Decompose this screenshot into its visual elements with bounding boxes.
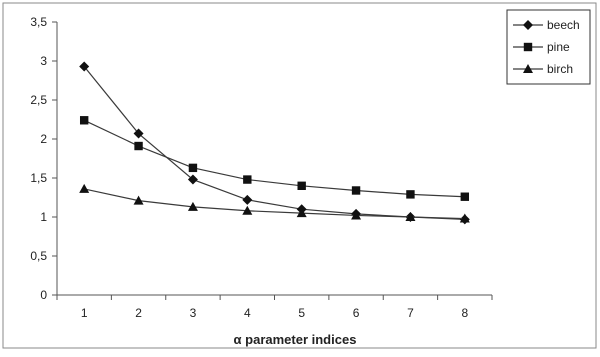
series-pine-point bbox=[460, 192, 470, 201]
series-beech-point bbox=[79, 61, 90, 72]
y-tick-label: 1 bbox=[40, 210, 47, 224]
x-axis-title: α parameter indices bbox=[234, 332, 357, 347]
series-pine-point bbox=[188, 163, 198, 173]
series-pine-point bbox=[351, 186, 361, 195]
y-tick-label: 2,5 bbox=[30, 93, 47, 107]
x-tick-label: 4 bbox=[244, 306, 251, 320]
series-pine bbox=[79, 116, 470, 201]
y-tick-label: 0,5 bbox=[30, 249, 47, 263]
series-pine-point bbox=[134, 141, 143, 151]
series-birch-point bbox=[459, 213, 470, 223]
x-tick-label: 6 bbox=[353, 306, 360, 320]
x-tick-label: 7 bbox=[407, 306, 414, 320]
series-birch-point bbox=[242, 205, 253, 215]
y-tick-label: 3,5 bbox=[30, 15, 47, 29]
y-tick-label: 1,5 bbox=[30, 171, 47, 185]
legend-beech-label: beech bbox=[547, 18, 580, 32]
series-pine-point bbox=[297, 181, 306, 190]
y-tick-label: 3 bbox=[40, 54, 47, 68]
series-birch-line bbox=[84, 188, 465, 220]
series-birch-point bbox=[351, 210, 362, 220]
series-birch bbox=[79, 183, 470, 223]
series-birch-point bbox=[79, 183, 90, 193]
series-beech-point bbox=[133, 128, 144, 139]
x-tick-label: 8 bbox=[461, 306, 468, 320]
legend: beech pine birch bbox=[506, 9, 591, 85]
series-layer bbox=[79, 61, 470, 225]
x-tick-label: 3 bbox=[190, 306, 197, 320]
x-tick-label: 5 bbox=[298, 306, 305, 320]
series-birch-point bbox=[405, 212, 416, 221]
series-beech-point bbox=[187, 174, 198, 185]
series-pine-point bbox=[243, 175, 252, 184]
x-tick-label: 1 bbox=[81, 306, 88, 320]
x-tick-label: 2 bbox=[135, 306, 142, 320]
legend-pine-label: pine bbox=[547, 40, 570, 54]
series-beech-point bbox=[242, 194, 253, 205]
legend-pine-marker bbox=[523, 42, 533, 52]
legend-birch-marker bbox=[523, 64, 533, 73]
series-pine-point bbox=[406, 190, 415, 199]
series-birch-point bbox=[187, 201, 198, 211]
series-pine-point bbox=[79, 116, 89, 125]
series-pine-line bbox=[83, 119, 465, 198]
y-tick-label: 2 bbox=[40, 132, 47, 146]
y-tick-label: 0 bbox=[40, 288, 47, 302]
chart-frame bbox=[2, 2, 597, 349]
legend-birch-label: birch bbox=[547, 62, 573, 76]
legend-beech-marker bbox=[523, 20, 533, 30]
axes: 0 0,5 1 1,5 2 2,5 3 3,5 1 2 3 4 5 6 7 8 bbox=[30, 15, 493, 320]
series-birch-point bbox=[296, 208, 307, 218]
series-birch-point bbox=[133, 195, 144, 205]
